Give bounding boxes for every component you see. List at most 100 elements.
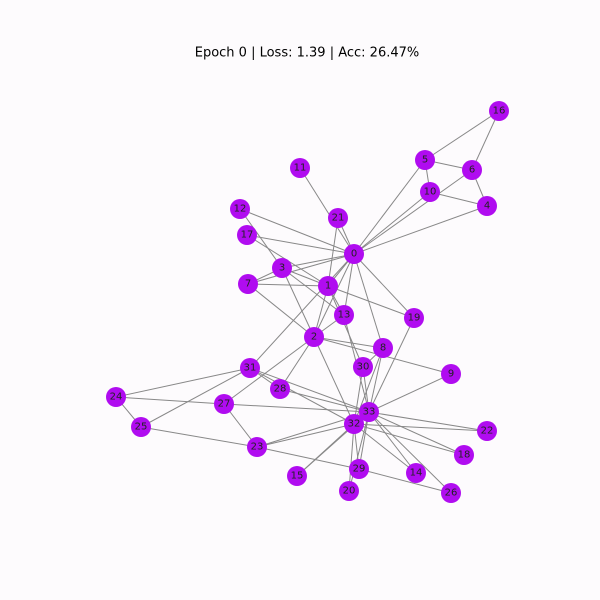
node xyxy=(353,357,373,377)
node-label: 28 xyxy=(274,384,287,395)
edge xyxy=(368,411,488,432)
node-label: 3 xyxy=(279,263,285,274)
edge xyxy=(239,208,355,255)
edge xyxy=(353,205,488,255)
edge xyxy=(313,336,384,349)
node xyxy=(441,364,461,384)
node-label: 30 xyxy=(357,362,370,373)
edge xyxy=(247,283,329,287)
node-label: 11 xyxy=(294,163,307,174)
node-label: 1 xyxy=(325,281,331,292)
node-label: 21 xyxy=(332,213,345,224)
edge xyxy=(115,367,251,398)
edge xyxy=(279,388,370,413)
edge xyxy=(140,426,258,448)
edge xyxy=(256,446,360,470)
edge xyxy=(353,253,415,319)
edge xyxy=(281,267,315,338)
edge xyxy=(281,267,345,316)
node-label: 20 xyxy=(343,486,356,497)
node xyxy=(349,459,369,479)
node-label: 18 xyxy=(458,450,471,461)
edge xyxy=(368,347,384,413)
node xyxy=(131,417,151,437)
node-label: 22 xyxy=(481,426,494,437)
node xyxy=(477,421,497,441)
node xyxy=(304,327,324,347)
edge xyxy=(239,208,283,269)
edge xyxy=(353,191,431,255)
edge xyxy=(247,283,315,338)
edge xyxy=(368,411,465,456)
edge xyxy=(471,110,500,171)
node-label: 27 xyxy=(218,399,231,410)
node xyxy=(373,338,393,358)
node-label: 0 xyxy=(351,249,357,260)
edge xyxy=(327,285,364,368)
node xyxy=(344,414,364,434)
node xyxy=(247,437,267,457)
edge xyxy=(140,367,251,428)
title: Epoch 0 | Loss: 1.39 | Acc: 26.47% xyxy=(195,46,420,61)
node xyxy=(106,387,126,407)
node xyxy=(270,379,290,399)
edge xyxy=(249,367,355,425)
node-label: 2 xyxy=(311,332,317,343)
edge xyxy=(299,167,355,255)
node-label: 4 xyxy=(484,201,490,212)
node-label: 23 xyxy=(251,442,264,453)
edge xyxy=(249,367,370,413)
edge xyxy=(348,423,355,492)
edge xyxy=(279,336,315,390)
edge xyxy=(256,423,355,448)
node-label: 13 xyxy=(338,310,351,321)
edge xyxy=(358,468,452,494)
edge xyxy=(353,423,488,432)
node xyxy=(441,483,461,503)
edge xyxy=(223,336,315,405)
node-label: 25 xyxy=(135,422,148,433)
node xyxy=(334,305,354,325)
node-label: 9 xyxy=(448,369,454,380)
edge xyxy=(368,411,417,474)
node-label: 15 xyxy=(291,471,304,482)
node xyxy=(404,308,424,328)
node xyxy=(240,358,260,378)
node-label: 12 xyxy=(234,204,247,215)
node-label: 6 xyxy=(469,165,475,176)
node xyxy=(237,225,257,245)
edge xyxy=(246,234,355,255)
node xyxy=(214,394,234,414)
node xyxy=(420,182,440,202)
node-label: 26 xyxy=(445,488,458,499)
node xyxy=(359,402,379,422)
node-label: 7 xyxy=(245,279,251,290)
node-label: 33 xyxy=(363,407,376,418)
edge xyxy=(368,373,452,413)
edge xyxy=(327,217,339,287)
node-label: 19 xyxy=(408,313,421,324)
edge xyxy=(368,411,452,494)
node xyxy=(344,244,364,264)
node xyxy=(328,208,348,228)
node-label: 16 xyxy=(493,106,506,117)
node-label: 14 xyxy=(410,468,423,479)
node xyxy=(287,466,307,486)
edge xyxy=(348,411,370,492)
edge xyxy=(353,159,426,255)
node-label: 8 xyxy=(380,343,386,354)
node-label: 10 xyxy=(424,187,437,198)
edge xyxy=(327,285,415,319)
node-label: 17 xyxy=(241,230,254,241)
edge xyxy=(115,396,225,405)
edge xyxy=(313,253,355,338)
node xyxy=(339,481,359,501)
node xyxy=(454,445,474,465)
node-label: 32 xyxy=(348,419,361,430)
edge xyxy=(343,253,355,316)
edge xyxy=(368,317,415,413)
node xyxy=(272,258,292,278)
node xyxy=(477,196,497,216)
